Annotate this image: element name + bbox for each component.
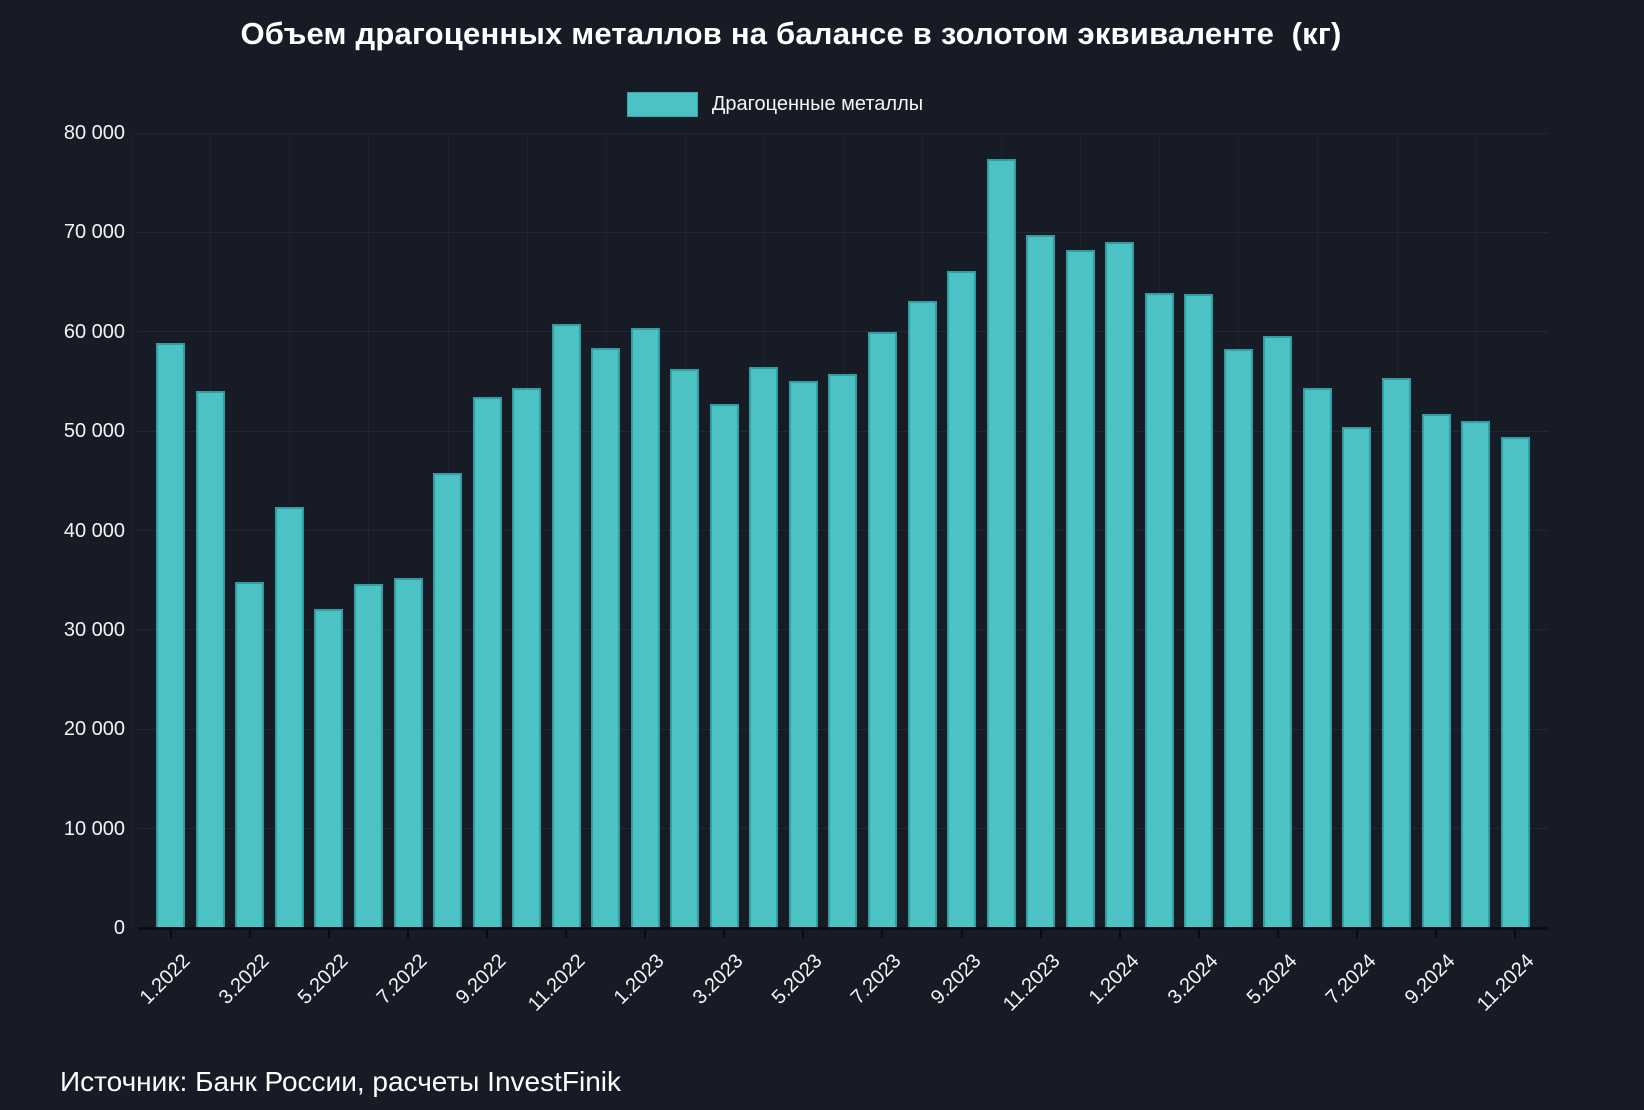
bar-10.2022 <box>512 388 542 928</box>
x-axis-label-11.2024: 11.2024 <box>1473 950 1539 1016</box>
x-tick-3.2023 <box>723 930 726 938</box>
x-axis-label-1.2024: 1.2024 <box>1084 950 1144 1009</box>
x-axis-label-3.2023: 3.2023 <box>689 950 748 1009</box>
bar-2.2022 <box>195 391 225 928</box>
x-axis-label-9.2022: 9.2022 <box>451 950 511 1009</box>
x-axis-label-3.2024: 3.2024 <box>1163 950 1223 1009</box>
bar-7.2024 <box>1342 427 1372 928</box>
y-axis-label-0: 0 <box>113 917 125 939</box>
bar-11.2023 <box>1026 235 1056 928</box>
x-tick-11.2023 <box>1039 930 1042 938</box>
x-tick-5.2023 <box>802 930 805 938</box>
bar-7.2022 <box>393 578 423 928</box>
bar-12.2022 <box>591 347 621 928</box>
bar-9.2024 <box>1421 414 1451 928</box>
y-axis-label-30000: 30 000 <box>63 618 125 641</box>
bar-1.2024 <box>1105 242 1135 928</box>
bar-5.2022 <box>314 609 344 928</box>
v-gridline-0 <box>131 133 133 928</box>
bar-4.2022 <box>274 506 304 928</box>
x-axis-label-9.2024: 9.2024 <box>1400 950 1460 1009</box>
x-tick-7.2022 <box>407 930 409 938</box>
bar-3.2023 <box>709 404 739 928</box>
bar-10.2024 <box>1461 421 1491 928</box>
bar-4.2023 <box>749 366 779 928</box>
legend-swatch-icon <box>626 92 698 117</box>
bar-6.2023 <box>828 374 858 928</box>
x-axis-label-5.2024: 5.2024 <box>1242 950 1302 1009</box>
legend-label: Драгоценные металлы <box>711 93 924 115</box>
x-tick-7.2023 <box>881 930 884 938</box>
source-note: Источник: Банк России, расчеты InvestFin… <box>60 1066 621 1097</box>
x-tick-5.2022 <box>327 930 330 938</box>
bar-10.2023 <box>986 158 1016 928</box>
x-tick-5.2024 <box>1276 930 1279 938</box>
bar-9.2023 <box>947 271 977 928</box>
bar-1.2023 <box>630 327 660 928</box>
x-tick-3.2022 <box>248 930 251 938</box>
bar-3.2022 <box>235 582 265 928</box>
x-axis-label-7.2023: 7.2023 <box>847 950 907 1009</box>
bar-11.2024 <box>1500 437 1530 928</box>
x-axis-label-7.2024: 7.2024 <box>1321 950 1381 1009</box>
y-axis-label-80000: 80 000 <box>63 122 125 144</box>
bar-11.2022 <box>551 323 581 928</box>
x-tick-1.2023 <box>644 930 647 938</box>
bar-8.2023 <box>907 300 937 928</box>
bar-9.2022 <box>472 397 502 928</box>
bar-6.2024 <box>1302 388 1332 928</box>
bar-2.2023 <box>670 368 700 928</box>
h-gridline-70000 <box>138 231 1548 233</box>
bar-4.2024 <box>1223 348 1253 928</box>
x-axis-line <box>138 927 1548 930</box>
v-gridline-3 <box>368 133 370 928</box>
y-axis-label-70000: 70 000 <box>63 221 125 244</box>
y-axis-label-40000: 40 000 <box>63 519 125 542</box>
bar-2.2024 <box>1144 292 1174 928</box>
x-axis-label-5.2022: 5.2022 <box>293 950 353 1009</box>
bar-12.2023 <box>1065 250 1095 928</box>
bar-1.2022 <box>156 342 186 928</box>
y-axis-label-20000: 20 000 <box>63 718 125 741</box>
x-tick-11.2024 <box>1514 930 1517 938</box>
chart-title: Объем драгоценных металлов на балансе в … <box>240 16 1342 51</box>
bar-8.2022 <box>433 472 463 928</box>
x-axis-label-3.2022: 3.2022 <box>214 950 274 1009</box>
x-axis-label-11.2022: 11.2022 <box>524 950 590 1016</box>
x-axis-label-1.2023: 1.2023 <box>609 950 669 1009</box>
bar-5.2024 <box>1263 335 1293 928</box>
bar-8.2024 <box>1382 378 1411 928</box>
bar-5.2023 <box>788 381 818 928</box>
x-tick-7.2024 <box>1355 930 1358 938</box>
x-axis-label-11.2023: 11.2023 <box>998 950 1065 1016</box>
y-axis-label-10000: 10 000 <box>63 817 125 840</box>
x-tick-9.2023 <box>960 930 963 938</box>
y-axis-label-60000: 60 000 <box>63 320 125 343</box>
x-tick-9.2024 <box>1435 930 1438 938</box>
x-tick-11.2022 <box>565 930 568 938</box>
chart-legend[interactable]: Драгоценные металлы <box>0 92 1550 117</box>
bar-3.2024 <box>1184 293 1214 928</box>
x-tick-3.2024 <box>1197 930 1200 938</box>
bar-7.2023 <box>867 331 897 928</box>
x-axis-label-9.2023: 9.2023 <box>926 950 986 1009</box>
x-axis-label-7.2022: 7.2022 <box>372 950 432 1009</box>
bar-6.2022 <box>353 584 383 928</box>
x-axis-label-5.2023: 5.2023 <box>768 950 827 1009</box>
x-axis-label-1.2022: 1.2022 <box>135 950 195 1009</box>
y-axis-label-50000: 50 000 <box>63 420 125 443</box>
h-gridline-80000 <box>138 132 1548 134</box>
x-tick-1.2024 <box>1118 930 1121 938</box>
h-gridline-60000 <box>138 331 1548 333</box>
x-tick-1.2022 <box>169 930 172 938</box>
x-tick-9.2022 <box>486 930 489 938</box>
